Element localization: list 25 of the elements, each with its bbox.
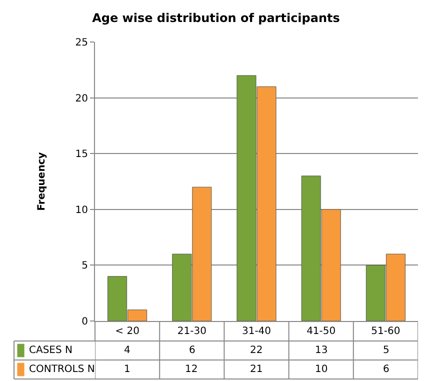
data-label: 13 — [315, 345, 328, 356]
data-label: 21 — [250, 364, 263, 375]
legend-label: CONTROLS N — [29, 364, 95, 375]
x-tick-label: 51-60 — [371, 326, 400, 337]
chart-title: Age wise distribution of participants — [92, 11, 340, 26]
data-label: 6 — [383, 364, 390, 375]
y-tick-label: 10 — [75, 204, 88, 216]
y-tick-label: 0 — [82, 316, 88, 328]
y-tick-label: 20 — [75, 93, 88, 104]
y-tick-label: 5 — [82, 260, 88, 272]
x-tick-label: < 20 — [115, 326, 140, 337]
data-label: 1 — [124, 364, 130, 375]
y-axis-title: Frequency — [36, 152, 48, 211]
data-label: 5 — [383, 345, 390, 356]
y-tick-label: 25 — [75, 38, 88, 48]
x-tick-label: 31-40 — [242, 326, 272, 337]
data-label: 10 — [315, 364, 328, 375]
data-label: 12 — [185, 364, 198, 375]
x-tick-label: 21-30 — [177, 326, 206, 337]
y-tick-label: 15 — [75, 149, 88, 160]
x-tick-label: 41-50 — [306, 326, 336, 337]
data-label: 6 — [189, 345, 196, 356]
data-label: 4 — [124, 345, 130, 356]
legend-label: CASES N — [29, 345, 72, 356]
data-label: 22 — [250, 345, 263, 356]
